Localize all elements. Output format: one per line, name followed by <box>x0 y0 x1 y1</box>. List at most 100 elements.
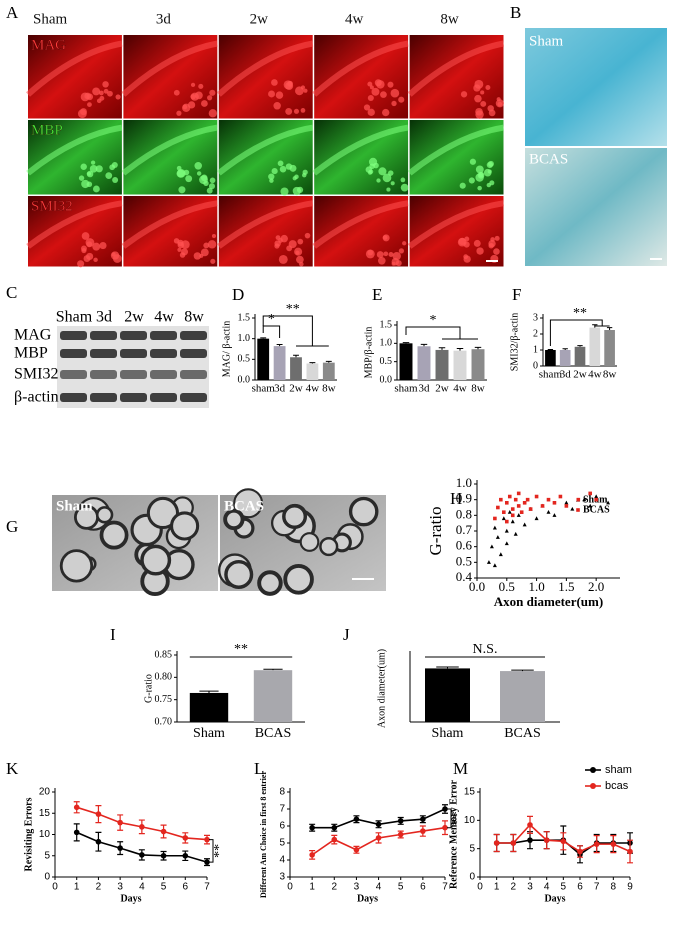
fiber-bundle <box>460 91 468 98</box>
error-bar <box>276 343 283 347</box>
fiber-bundle <box>87 102 92 107</box>
scale-bar <box>650 258 662 260</box>
bar <box>399 343 413 380</box>
x-tick-label: Sham <box>193 726 225 741</box>
fiber-bundle <box>176 168 186 178</box>
blot-band <box>180 331 207 340</box>
point <box>496 505 500 510</box>
fiber-bundle <box>487 105 494 112</box>
bar <box>253 670 293 722</box>
y-tick-label: 10 <box>39 829 51 840</box>
y-tick-label: 1.0 <box>456 475 472 490</box>
point <box>397 831 404 838</box>
point <box>504 528 509 533</box>
blot-band <box>90 370 117 379</box>
point <box>577 848 583 855</box>
fiber-bundle <box>383 251 389 257</box>
point <box>139 824 145 830</box>
point <box>420 828 426 834</box>
fiber-bundle <box>173 89 180 96</box>
point <box>534 494 539 499</box>
column-label: 2w <box>250 11 269 27</box>
lane-label: 8w <box>184 309 204 326</box>
blot-row-label: β-actin <box>14 389 59 406</box>
error-bar <box>456 347 464 351</box>
bar <box>322 362 335 380</box>
scale-bar <box>352 578 374 580</box>
point <box>73 804 80 811</box>
blot-band <box>60 349 87 358</box>
fiber-bundle <box>203 180 209 187</box>
fiber-bundle <box>111 161 118 168</box>
point <box>397 818 404 824</box>
y-tick-label: 6 <box>279 821 285 832</box>
blot-band <box>120 370 147 379</box>
y-tick-label: 1.5 <box>380 319 393 330</box>
row-label: SMI32 <box>31 198 73 214</box>
tissue-band <box>216 200 314 249</box>
x-tick-label: 0 <box>52 882 58 893</box>
fiber-bundle <box>475 107 483 116</box>
y-tick-label: 5 <box>44 850 50 861</box>
blot-band <box>180 393 207 402</box>
error-bar <box>263 668 283 671</box>
legend-marker <box>576 508 580 512</box>
x-tick-label: sham <box>539 369 563 381</box>
y-axis-label: Revisiting Errors <box>23 797 34 871</box>
x-tick-label: 8w <box>322 383 336 395</box>
error-bar <box>474 346 482 350</box>
fiber-bundle <box>304 232 311 239</box>
fiber-bundle <box>497 101 503 107</box>
point <box>564 504 569 508</box>
tissue-band <box>312 40 409 97</box>
fiber-bundle <box>105 172 113 180</box>
y-tick-label: 1.5 <box>238 312 251 323</box>
x-tick-label: 5 <box>161 882 167 893</box>
column-label: 8w <box>440 11 459 27</box>
x-tick-label: sham <box>394 383 418 395</box>
column-label: 3d <box>156 11 172 27</box>
point <box>182 835 189 841</box>
x-tick-label: 1.0 <box>528 579 544 594</box>
lane-label: 3d <box>96 309 112 326</box>
fiber-bundle <box>457 237 467 247</box>
fiber-bundle <box>177 247 182 252</box>
error-bar <box>260 337 267 339</box>
blot-band <box>150 349 177 358</box>
x-tick-label: 1 <box>74 882 80 893</box>
tissue-band <box>121 124 218 176</box>
bracket <box>262 315 329 347</box>
fiber-bundle <box>280 234 288 243</box>
fiber-bundle <box>200 248 209 257</box>
point <box>499 497 503 502</box>
fiber-bundle <box>107 90 113 97</box>
significance: ** <box>573 306 587 321</box>
y-axis-label: Reference Memory Error <box>448 779 459 889</box>
point <box>117 819 123 826</box>
panel-letter: B <box>510 3 521 22</box>
point <box>504 501 509 505</box>
fiber-bundle <box>210 258 216 264</box>
fiber-bundle <box>285 107 293 115</box>
point <box>504 541 509 546</box>
lane-label: 4w <box>154 309 174 326</box>
x-tick-label: 8w <box>471 383 485 395</box>
myelinated-axon <box>59 549 94 583</box>
x-tick-label: 6 <box>420 882 426 893</box>
column-label: 4w <box>345 11 364 27</box>
fiber-bundle <box>95 165 103 173</box>
fiber-bundle <box>490 237 495 242</box>
fiber-bundle <box>365 249 375 259</box>
myelinated-axon <box>95 506 114 524</box>
image-label: BCAS <box>529 151 568 167</box>
significance: * <box>268 312 275 327</box>
panel-letter: A <box>6 3 19 22</box>
x-axis-label: Days <box>357 893 378 904</box>
blot-band <box>60 393 87 402</box>
x-tick-label: 3 <box>354 882 360 893</box>
x-tick-label: 1.5 <box>558 579 574 594</box>
y-tick-label: 3 <box>533 312 538 323</box>
x-tick-label: 2 <box>332 882 338 893</box>
